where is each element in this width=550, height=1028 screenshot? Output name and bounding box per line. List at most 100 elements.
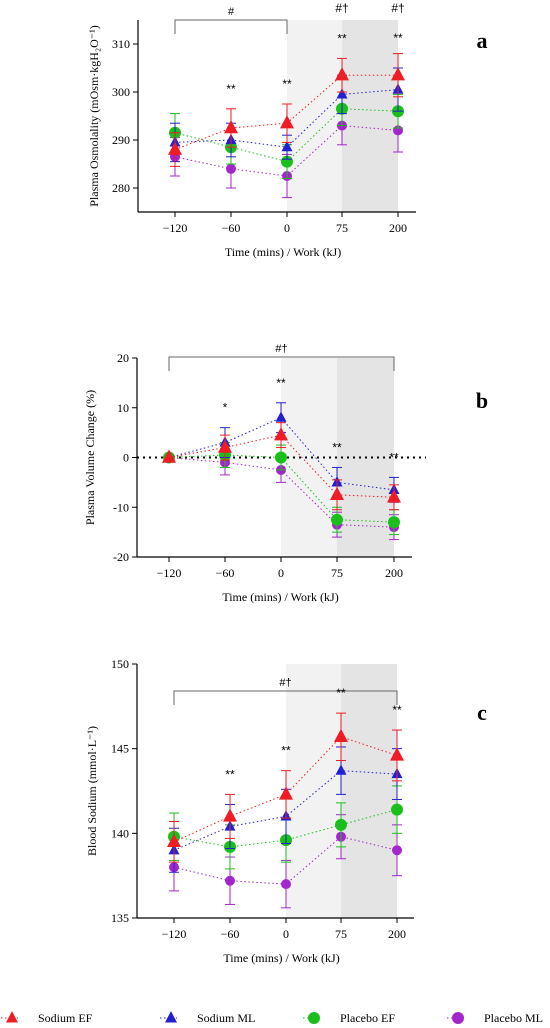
y-tick-label: 150	[111, 657, 129, 671]
x-axis-title: Time (mins) / Work (kJ)	[225, 245, 341, 259]
panel-letter: b	[476, 388, 488, 413]
significance-marker: **	[225, 767, 235, 781]
bracket-label: #	[228, 6, 235, 18]
significance-marker: **	[281, 744, 291, 758]
data-point	[279, 786, 293, 800]
data-point	[336, 88, 348, 99]
legend-item-sodium-ml: Sodium ML	[160, 1011, 255, 1025]
data-point	[391, 803, 403, 816]
significance-bracket	[173, 690, 398, 705]
x-tick-label: 75	[331, 566, 343, 580]
data-point	[280, 115, 294, 129]
legend: Sodium EF Sodium ML Placebo EF Placebo ML	[1, 1011, 543, 1025]
x-tick-label: 0	[284, 221, 290, 235]
data-point	[390, 747, 404, 761]
x-tick-label: 200	[389, 221, 407, 235]
legend-label: Placebo ML	[484, 1011, 543, 1025]
legend-label: Placebo EF	[340, 1011, 395, 1025]
y-tick-label: 280	[112, 181, 130, 195]
y-tick-label: 0	[123, 451, 129, 465]
x-axis-title: Time (mins) / Work (kJ)	[223, 951, 339, 965]
data-point	[335, 67, 349, 81]
significance-marker: **	[276, 376, 286, 390]
shaded-region	[341, 664, 397, 918]
y-tick-label: 10	[117, 401, 129, 415]
series-line	[173, 736, 398, 843]
significance-marker: **	[337, 31, 347, 45]
chart-panel-b: -20 -10 0 10 20 −120 −60 0 75 200 Time (mins) / Wo…	[83, 343, 488, 604]
y-tick-label: 300	[112, 85, 130, 99]
data-point	[281, 879, 291, 890]
bracket-label: #†	[275, 343, 287, 355]
data-point	[162, 449, 176, 463]
y-tick-label: 20	[117, 351, 129, 365]
significance-marker: *	[223, 401, 228, 415]
bracket-label: #†	[279, 677, 291, 689]
data-point	[335, 818, 347, 831]
y-axis-title: Blood Sodium (mmol·L⁻¹)	[85, 726, 99, 856]
data-point	[226, 163, 236, 174]
data-point	[167, 833, 181, 848]
x-tick-label: 200	[385, 566, 403, 580]
y-tick-label: -20	[113, 550, 129, 564]
chart-panel-c: 135 140 145 150 −120 −60 0 75 200 Time (mins) / W…	[85, 657, 487, 965]
legend-marker	[308, 1012, 320, 1024]
data-point	[335, 764, 347, 775]
x-tick-label: −60	[222, 221, 241, 235]
legend-marker	[6, 1011, 18, 1023]
legend-item-placebo-ml: Placebo ML	[447, 1011, 543, 1025]
significance-marker: **	[332, 440, 342, 454]
x-tick-label: 200	[388, 927, 406, 941]
significance-marker: **	[282, 77, 292, 91]
data-point	[392, 845, 402, 856]
y-tick-label: 135	[111, 911, 129, 925]
data-point	[281, 155, 293, 168]
data-point	[224, 119, 238, 134]
legend-label: Sodium EF	[38, 1011, 93, 1025]
significance-marker: #†	[391, 1, 404, 15]
y-tick-label: 140	[111, 826, 129, 840]
data-point	[387, 489, 401, 503]
significance-marker: **	[226, 82, 236, 96]
x-tick-label: 0	[283, 927, 289, 941]
legend-item-placebo-ef: Placebo EF	[303, 1011, 395, 1025]
data-point	[218, 439, 232, 453]
significance-marker: #†	[335, 1, 348, 15]
series-sodium-ef	[167, 712, 404, 863]
data-point	[275, 411, 287, 422]
data-point	[388, 516, 400, 529]
series-sodium-ef	[168, 53, 405, 167]
y-tick-label: 145	[111, 742, 129, 756]
data-point	[275, 451, 287, 464]
legend-marker	[165, 1011, 177, 1023]
y-axis-title: Plasma Volume Change (%)	[83, 390, 97, 525]
data-point	[331, 513, 343, 526]
x-tick-label: −120	[163, 221, 188, 235]
panel-letter: a	[477, 28, 488, 53]
panel-letter: c	[477, 700, 487, 725]
shaded-region	[342, 20, 398, 212]
data-point	[330, 486, 344, 501]
y-tick-label: 290	[112, 133, 130, 147]
significance-marker: **	[393, 31, 403, 45]
x-axis-title: Time (mins) / Work (kJ)	[222, 590, 338, 604]
data-point	[281, 140, 293, 152]
significance-marker: **	[336, 686, 346, 700]
data-point	[391, 67, 405, 81]
y-tick-label: 310	[112, 37, 130, 51]
legend-marker	[452, 1012, 464, 1024]
x-tick-label: 75	[336, 221, 348, 235]
shaded-region	[281, 358, 337, 557]
x-tick-label: −120	[162, 927, 187, 941]
y-tick-label: -10	[113, 500, 129, 514]
series-sodium-ef	[162, 422, 401, 511]
x-tick-label: 75	[335, 927, 347, 941]
legend-item-sodium-ef: Sodium EF	[1, 1011, 93, 1025]
data-point	[334, 728, 348, 743]
significance-marker: **	[392, 703, 402, 717]
x-tick-label: −120	[157, 566, 182, 580]
y-axis-title: Plasma Osmolality (mOsm·kgH₂O⁻¹)	[87, 25, 101, 206]
shaded-region	[286, 664, 341, 918]
x-tick-label: −60	[221, 927, 240, 941]
